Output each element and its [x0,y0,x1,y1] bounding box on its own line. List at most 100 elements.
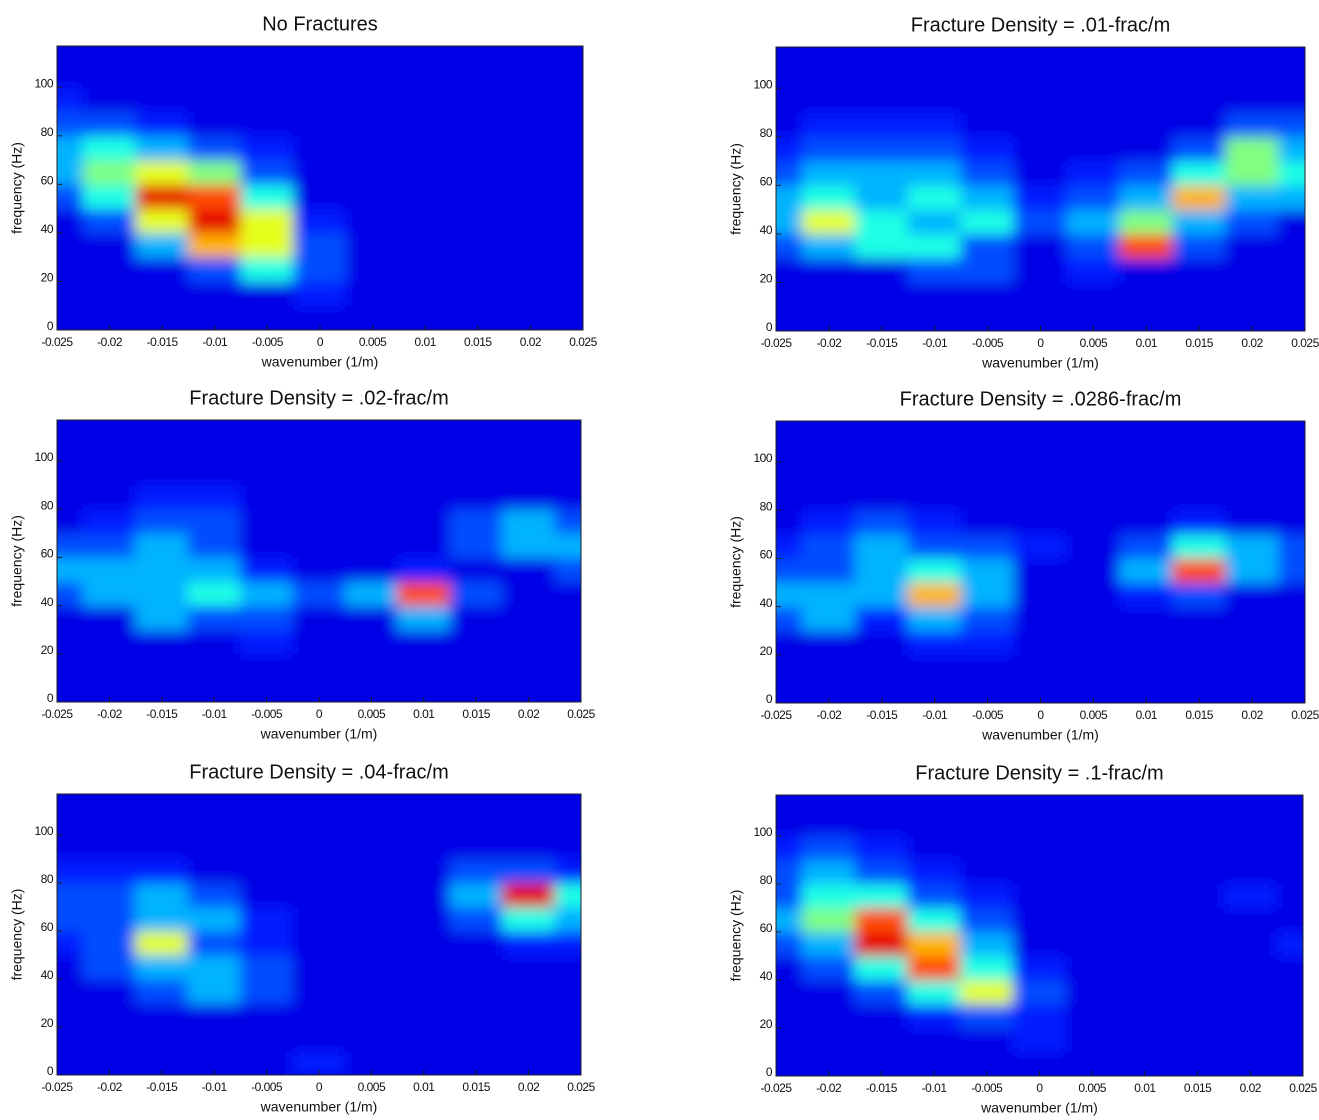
heatmap-cell [1172,630,1227,656]
heatmap-cell [1012,1027,1067,1053]
x-tick-label: 0 [316,707,323,721]
x-tick-label: -0.005 [251,707,283,721]
heatmap-cell [1065,811,1120,837]
x-tick-label: -0.005 [252,335,284,349]
heatmap-cell [1225,509,1280,535]
y-tick-label: 100 [753,451,772,465]
heatmap-cell [187,629,241,655]
x-axis-label: wavenumber (1/m) [981,355,1099,371]
heatmap-cell [776,136,803,162]
heatmap-cell [776,184,803,211]
heatmap-cell [1225,461,1280,487]
heatmap-cell [503,280,558,307]
heatmap-cell [960,630,1015,656]
chart-title: Fracture Density = .01-frac/m [911,14,1171,36]
heatmap-cell [135,86,189,113]
heatmap-cells [776,795,1303,1076]
heatmap-cell [1119,281,1174,308]
heatmap-cell [554,794,581,812]
heatmap-cell [801,606,856,632]
x-tick-label: -0.005 [251,1080,283,1094]
heatmap-cell [776,160,803,186]
heatmap-cell [907,979,961,1005]
heatmap-cell [344,834,399,860]
y-tick-label: 100 [34,76,53,90]
chart-title: Fracture Density = .1-frac/m [915,762,1163,784]
heatmap-cell [554,858,581,884]
heatmap-cell [801,654,856,680]
heatmap-cell [57,135,84,161]
heatmap-cell [554,605,581,631]
heatmap-cell [82,556,137,582]
heatmap-cell [854,209,909,235]
heatmap-cell [854,112,909,138]
heatmap-cell [503,232,558,258]
heatmap-cell [449,834,503,860]
heatmap-cells [57,420,581,702]
heatmap-cell [501,1002,556,1028]
heatmap-cell [1278,209,1305,235]
y-tick-label: 40 [760,969,773,983]
heatmap-cell [556,46,583,64]
heatmap-cell [907,1027,961,1053]
heatmap-cell [960,257,1015,283]
heatmap-cell [1066,87,1121,114]
heatmap-cell [1066,209,1121,235]
heatmap-cell [503,135,558,161]
heatmap-cell [907,811,961,837]
heatmap-cell [1172,606,1227,632]
heatmap-cell [397,810,451,836]
heatmap-cell [1119,87,1174,114]
heatmap-cell [57,1002,84,1028]
heatmap-cell [1065,931,1120,957]
heatmap-cell [1013,209,1068,235]
heatmap-cell [57,62,84,88]
subplot: -0.025 -0.02 -0.015 -0.01 -0.005 0 0.005 0.01 0.… [728,14,1319,370]
heatmap-cell [188,135,242,161]
heatmap-cell [82,532,137,558]
heatmap-cell [239,460,294,486]
heatmap-cell [554,1002,581,1028]
heatmap-cell [1223,883,1278,909]
heatmap-cell [776,931,803,957]
heatmap-cell [398,256,452,282]
heatmap-cell [293,208,347,234]
heatmap-cell [187,906,241,932]
heatmap-cell [1276,907,1303,933]
heatmap-cell [960,112,1015,138]
x-tick-label: -0.02 [816,708,842,722]
heatmap-cell [239,978,294,1004]
heatmap-cell [57,460,84,486]
y-tick-label: 20 [41,271,54,285]
heatmap-cell [187,794,241,812]
heatmap-cell [1225,209,1280,235]
heatmap-cell [959,1003,1014,1029]
heatmap-cell [135,1026,189,1052]
heatmap-cell [907,112,962,138]
x-tick-label: -0.025 [760,1081,792,1095]
heatmap-cell [239,484,294,510]
heatmap-cell [135,159,189,185]
heatmap-cell [82,111,137,137]
heatmap-cell [1172,209,1227,235]
heatmap-cell [801,955,856,981]
heatmap-cell [556,305,583,330]
heatmap-cell [854,160,909,186]
heatmap-cell [344,858,399,884]
heatmap-cell [451,46,505,64]
heatmap-cell [959,835,1014,861]
heatmap-cell [1065,1003,1120,1029]
heatmap-cell [451,280,505,307]
heatmap-cell [1013,233,1068,259]
heatmap-cell [398,62,452,88]
heatmap-cell [135,653,189,679]
heatmap-cell [82,135,137,161]
heatmap-cell [1278,184,1305,211]
heatmap-cell [240,46,295,64]
heatmap-cell [293,46,347,64]
heatmap-cell [187,653,241,679]
heatmap-cell [1013,485,1068,511]
y-tick-label: 80 [41,872,54,886]
heatmap-cell [907,281,962,308]
heatmap-cell [344,810,399,836]
